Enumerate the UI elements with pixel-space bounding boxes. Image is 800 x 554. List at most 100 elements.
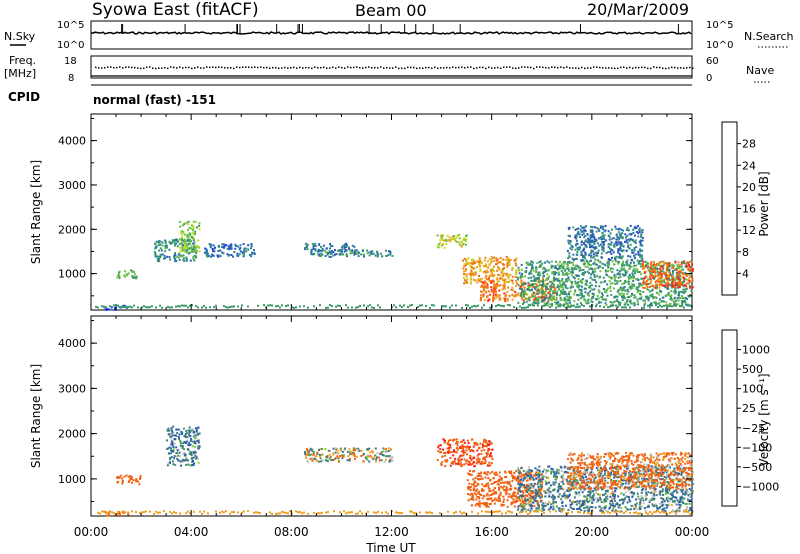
echo-cell [306,248,309,251]
echo-cell [185,256,188,259]
echo-cell [179,439,182,442]
echo-cell [505,272,507,275]
echo-cell [472,487,475,490]
freq-point [299,66,301,69]
echo-cell [169,452,172,455]
echo-cell [491,267,494,270]
echo-cell [311,459,314,462]
echo-cell [513,491,516,494]
echo-cell [485,272,487,275]
echo-cell [598,291,601,294]
echo-cell [447,441,450,444]
echo-cell [511,474,514,477]
freq-point [629,66,631,69]
echo-cell [596,254,599,257]
echo-cell [619,294,622,296]
echo-cell [574,228,577,231]
echo-cell [558,487,561,490]
echo-cell [540,280,543,283]
echo-cell [371,451,374,454]
echo-cell [507,275,510,278]
echo-cell [461,306,463,309]
echo-cell [227,248,230,251]
echo-cell [668,268,671,271]
freq-point [623,66,625,69]
echo-cell [577,298,580,301]
echo-cell [661,284,664,287]
echo-cell [503,267,506,270]
echo-cell [353,452,356,455]
echo-cell [472,456,475,459]
echo-cell [557,305,559,308]
echo-cell [501,288,504,291]
echo-cell [456,448,459,451]
echo-cell [631,282,634,285]
echo-cell [584,299,587,302]
echo-cell [523,502,526,505]
echo-cell [519,473,521,476]
echo-cell [579,488,582,491]
echo-cell [688,509,691,512]
echo-cell [466,281,469,284]
echo-cell [221,243,224,246]
echo-cell [550,260,553,263]
echo-cell [569,290,572,293]
echo-cell [357,306,359,309]
echo-cell [541,507,544,510]
echo-cell [670,504,673,506]
echo-cell [337,459,340,462]
echo-cell [131,271,134,273]
echo-cell [493,286,496,289]
echo-cell [209,245,212,248]
echo-cell [379,306,381,309]
echo-cell [287,304,289,307]
echo-cell [164,257,167,259]
echo-cell [688,269,691,272]
echo-cell [163,254,166,257]
echo-cell [541,290,544,292]
echo-cell [175,305,177,308]
echo-cell [124,275,126,278]
echo-cell [546,283,549,286]
echo-cell [593,288,596,291]
echo-cell [440,244,443,247]
echo-cell [549,280,552,283]
echo-cell [633,254,635,257]
echo-cell [552,470,555,473]
echo-cell [517,293,519,296]
echo-cell [465,280,468,283]
echo-cell [680,290,683,293]
echo-cell [213,250,216,253]
echo-cell [480,297,482,299]
echo-cell [441,304,443,307]
echo-cell [472,450,475,453]
echo-cell [576,246,579,249]
echo-cell [183,435,186,438]
freq-point [161,67,163,69]
echo-cell [572,261,574,264]
echo-cell [571,267,574,270]
freq-point [242,66,244,68]
echo-cell [618,499,621,502]
echo-cell [679,280,682,283]
echo-cell [631,292,634,295]
echo-cell [664,283,667,286]
echo-cell [590,256,593,259]
echo-cell [504,476,507,479]
echo-cell [554,271,556,274]
echo-cell [579,305,581,308]
echo-cell [472,478,475,481]
echo-cell [329,255,332,258]
echo-cell [444,451,447,454]
echo-cell [628,277,630,280]
freq-point [467,66,469,69]
echo-cell [521,275,524,278]
echo-cell [313,305,315,308]
freq-point [656,66,658,69]
echo-cell [574,274,577,276]
echo-cell [193,259,196,262]
echo-cell [691,278,694,281]
echo-cell [542,278,544,281]
echo-cell [494,288,497,291]
freq-point [545,67,547,69]
